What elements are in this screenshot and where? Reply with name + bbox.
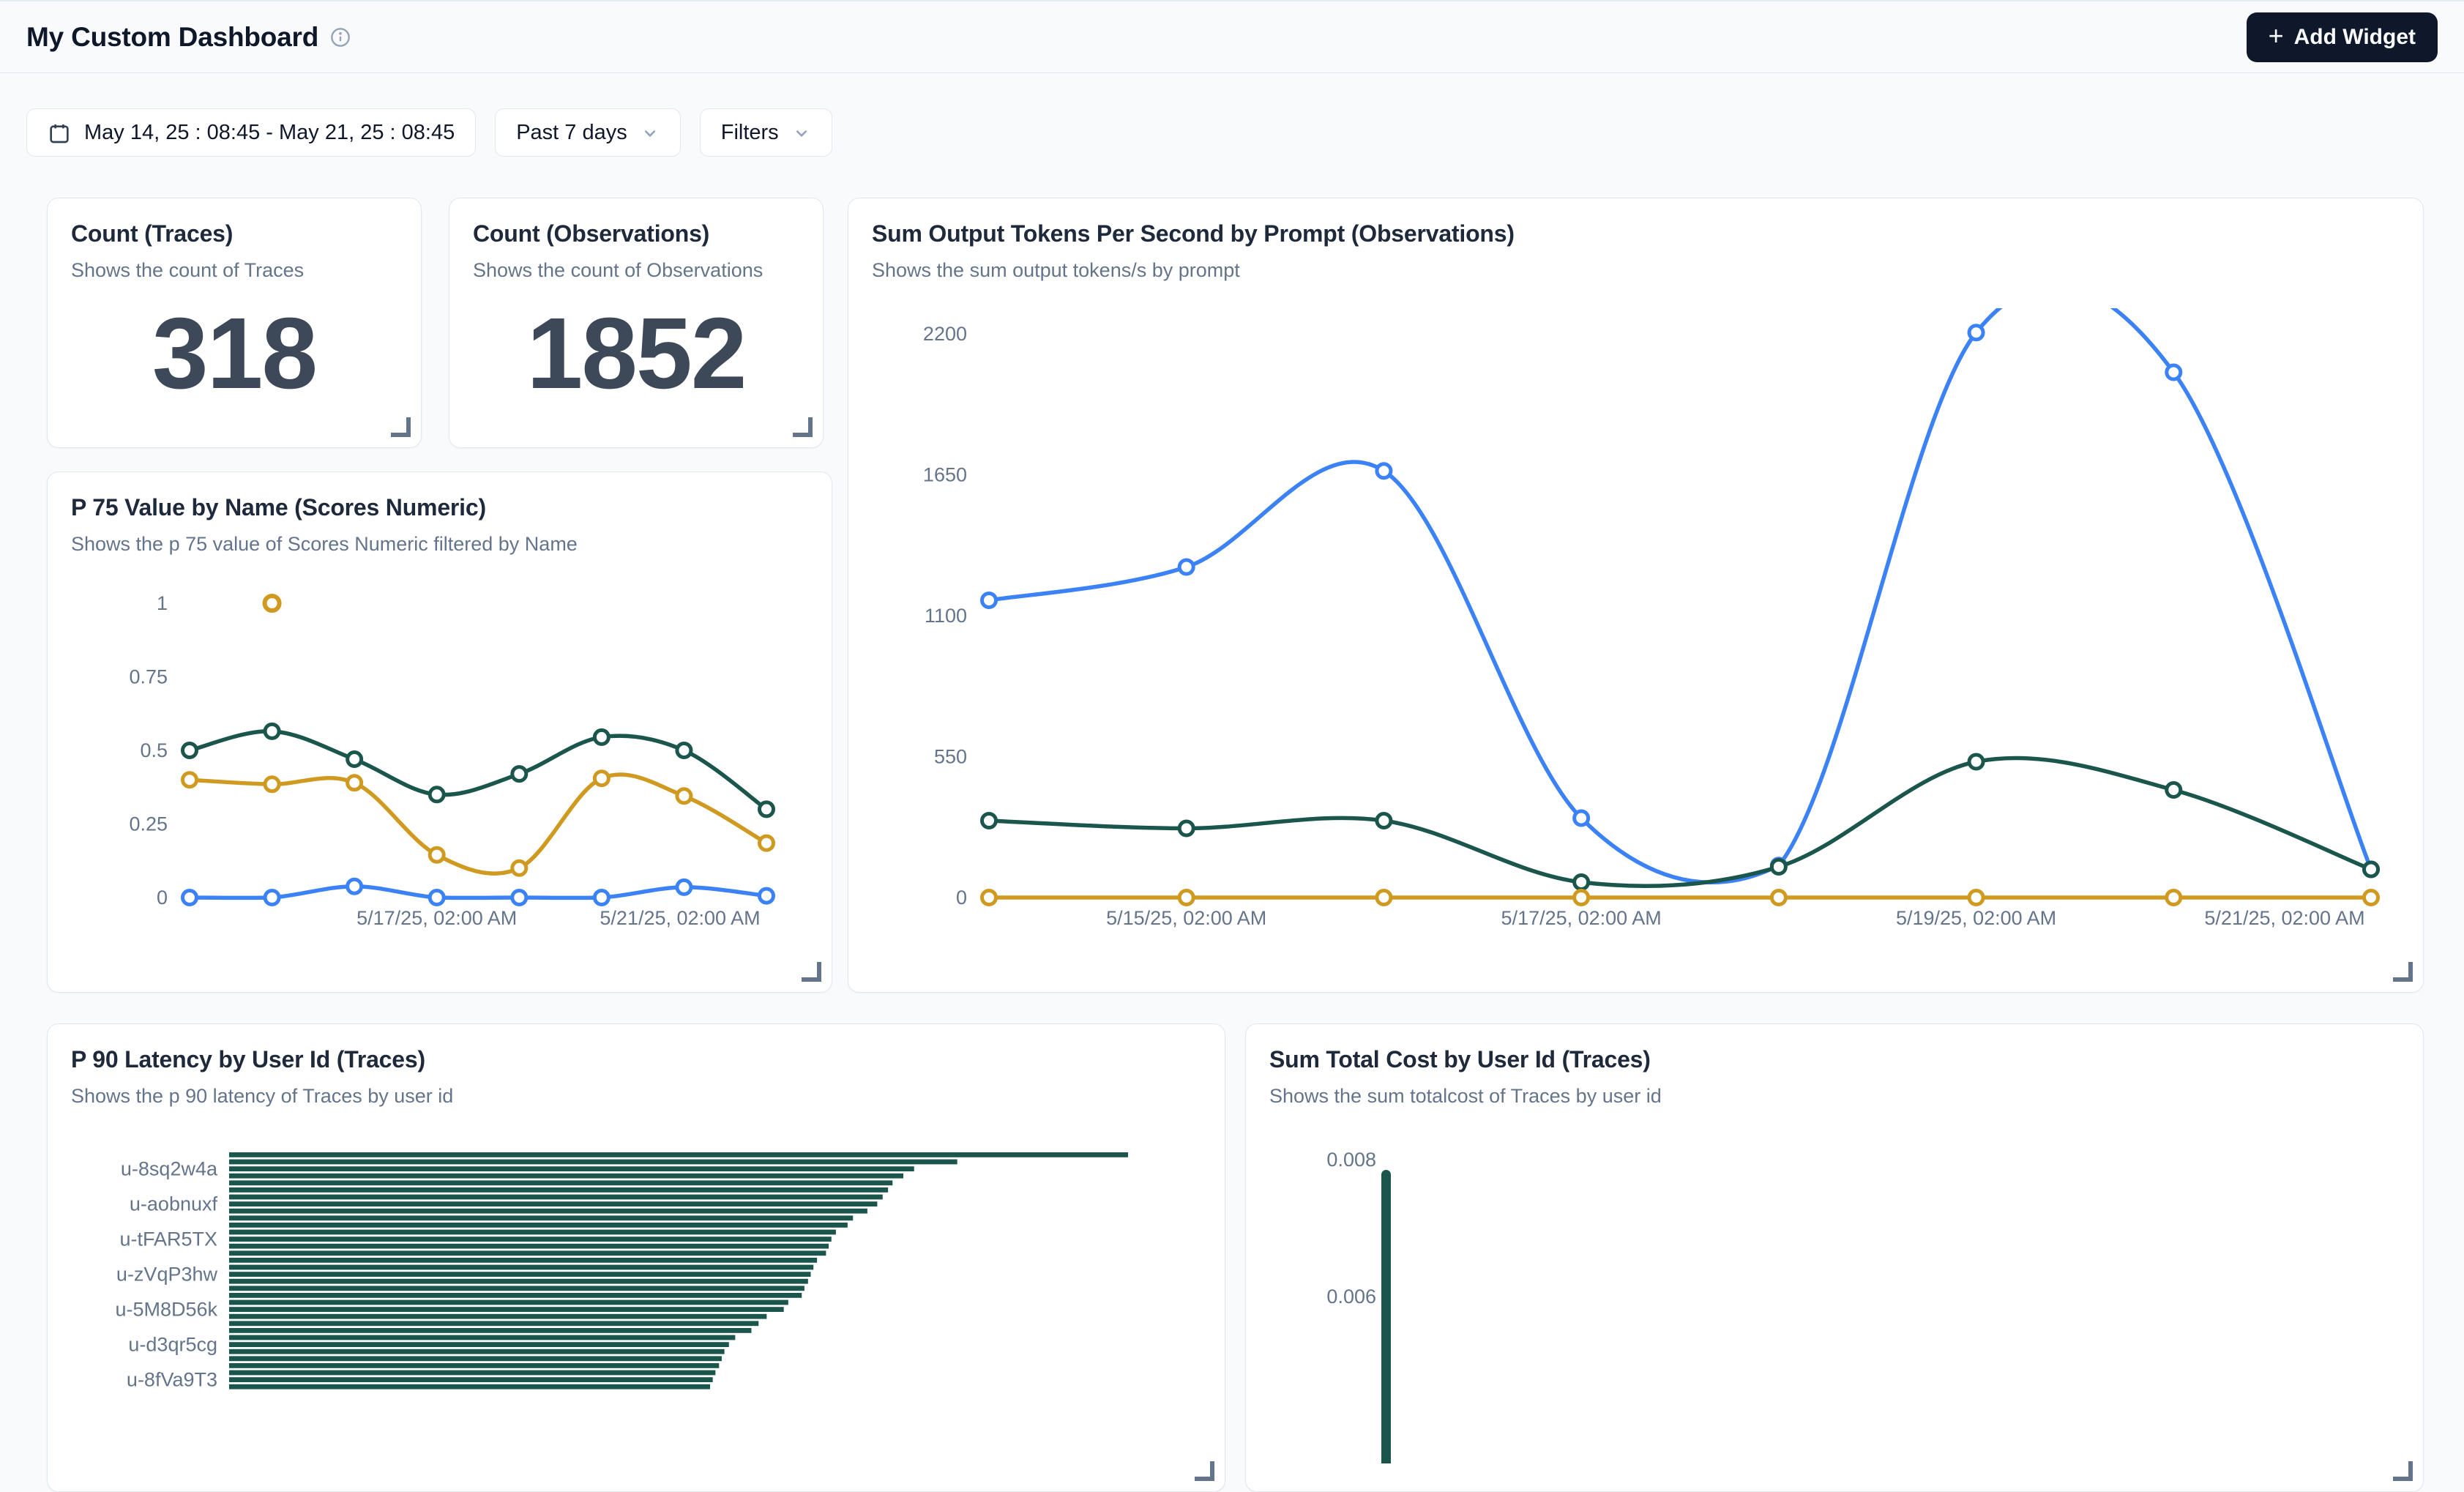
widget-title: Count (Observations) [473,220,799,247]
svg-text:u-aobnuxf: u-aobnuxf [130,1193,218,1215]
resize-handle-icon[interactable] [2393,1461,2413,1481]
resize-handle-icon[interactable] [802,962,821,982]
svg-text:5/17/25, 02:00 AM: 5/17/25, 02:00 AM [356,907,517,929]
svg-text:0.008: 0.008 [1326,1149,1376,1171]
resize-handle-icon[interactable] [793,417,813,437]
widget-title: Sum Output Tokens Per Second by Prompt (… [872,220,2400,247]
svg-text:550: 550 [934,746,967,768]
svg-text:u-8fVa9T3: u-8fVa9T3 [127,1369,217,1391]
date-range-label: May 14, 25 : 08:45 - May 21, 25 : 08:45 [84,121,455,145]
svg-text:1100: 1100 [925,605,967,627]
filters-label: Filters [721,121,779,145]
widget-title: Count (Traces) [71,220,397,247]
svg-text:0.5: 0.5 [140,739,168,761]
widget-subtitle: Shows the p 90 latency of Traces by user… [71,1085,1201,1108]
widget-sum-total-cost: Sum Total Cost by User Id (Traces) Shows… [1245,1023,2424,1492]
widget-count-observations: Count (Observations) Shows the count of … [449,198,824,448]
resize-handle-icon[interactable] [1195,1461,1214,1481]
widget-p90-latency: P 90 Latency by User Id (Traces) Shows t… [47,1023,1225,1492]
svg-text:5/21/25, 02:00 AM: 5/21/25, 02:00 AM [2204,907,2364,929]
widget-subtitle: Shows the sum totalcost of Traces by use… [1269,1085,2400,1108]
svg-text:5/21/25, 02:00 AM: 5/21/25, 02:00 AM [600,907,760,929]
calendar-icon [48,122,71,145]
add-widget-button[interactable]: + Add Widget [2247,12,2438,62]
chevron-down-icon [792,124,811,143]
svg-text:0.75: 0.75 [129,666,168,688]
time-preset-button[interactable]: Past 7 days [495,108,681,157]
svg-text:1650: 1650 [923,464,967,486]
svg-text:u-d3qr5cg: u-d3qr5cg [128,1334,217,1356]
widget-subtitle: Shows the sum output tokens/s by prompt [872,259,2400,282]
kpi-value: 318 [48,286,421,421]
widget-title: Sum Total Cost by User Id (Traces) [1269,1046,2400,1073]
svg-text:u-5M8D56k: u-5M8D56k [115,1299,217,1321]
resize-handle-icon[interactable] [2393,962,2413,982]
widget-subtitle: Shows the count of Traces [71,259,397,282]
chevron-down-icon [641,124,660,143]
svg-text:0.25: 0.25 [129,813,168,835]
widget-subtitle: Shows the p 75 value of Scores Numeric f… [71,533,808,556]
p75-line-chart: 0 0.25 0.5 0.75 1 5/17/25, 02:00 AM 5/21/25, 0… [70,582,811,971]
widget-title: P 75 Value by Name (Scores Numeric) [71,494,808,521]
svg-text:u-zVqP3hw: u-zVqP3hw [116,1264,218,1286]
sum-tokens-line-chart: 0 550 1100 1650 2200 5/15/25, 02:00 AM 5/17/25… [870,308,2403,971]
add-widget-label: Add Widget [2294,25,2416,50]
info-icon[interactable] [330,27,351,48]
svg-text:5/15/25, 02:00 AM: 5/15/25, 02:00 AM [1106,907,1266,929]
page-header: My Custom Dashboard + Add Widget [0,0,2464,73]
svg-text:0.006: 0.006 [1326,1286,1376,1308]
widget-sum-output-tokens: Sum Output Tokens Per Second by Prompt (… [848,198,2424,993]
svg-text:0: 0 [956,887,967,909]
widget-title: P 90 Latency by User Id (Traces) [71,1046,1201,1073]
widget-p75-scores: P 75 Value by Name (Scores Numeric) Show… [47,471,832,993]
total-cost-bar-chart: 0.008 0.006 [1268,1127,2403,1463]
svg-text:1: 1 [157,592,168,614]
page-title: My Custom Dashboard [26,22,318,53]
date-range-button[interactable]: May 14, 25 : 08:45 - May 21, 25 : 08:45 [26,108,476,157]
resize-handle-icon[interactable] [391,417,411,437]
kpi-value: 1852 [449,286,823,421]
p90-latency-bar-chart: u-8sq2w4a u-aobnuxf u-tFAR5TX u-zVqP3hw u-5M… [70,1152,1204,1460]
svg-text:u-tFAR5TX: u-tFAR5TX [119,1228,217,1250]
svg-text:2200: 2200 [923,323,967,345]
filters-button[interactable]: Filters [700,108,832,157]
svg-text:5/17/25, 02:00 AM: 5/17/25, 02:00 AM [1501,907,1662,929]
svg-text:5/19/25, 02:00 AM: 5/19/25, 02:00 AM [1896,907,2056,929]
plus-icon: + [2269,23,2284,49]
svg-text:0: 0 [157,887,168,909]
widget-count-traces: Count (Traces) Shows the count of Traces… [47,198,422,448]
filter-toolbar: May 14, 25 : 08:45 - May 21, 25 : 08:45 … [26,108,832,157]
svg-text:u-8sq2w4a: u-8sq2w4a [121,1158,218,1180]
widget-subtitle: Shows the count of Observations [473,259,799,282]
time-preset-label: Past 7 days [516,121,627,145]
